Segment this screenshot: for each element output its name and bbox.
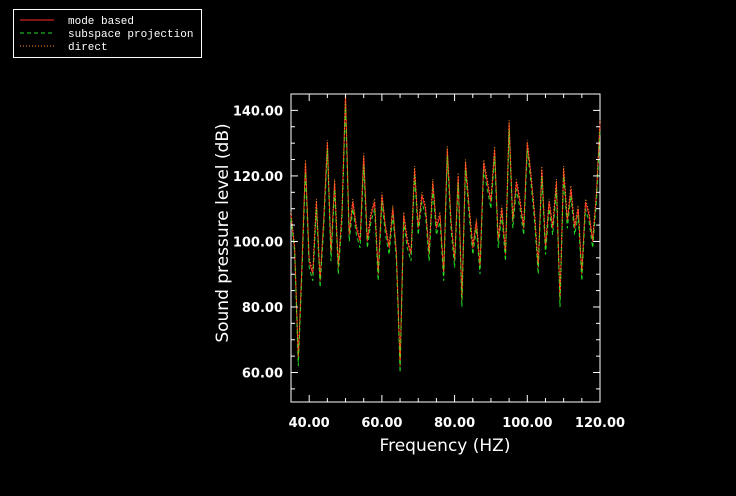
series-line-direct	[290, 97, 601, 360]
y-tick-label: 120.00	[233, 170, 283, 185]
plot-frame	[290, 93, 601, 403]
series-line-subspace-projection	[290, 103, 601, 373]
legend-label-subspace-projection: subspace projection	[68, 29, 193, 41]
x-tick-label: 40.00	[289, 416, 330, 431]
y-tick-label: 140.00	[233, 104, 283, 119]
tick-layer: 40.00 60.00 80.00 100.00 120.00 60.00 80.00 100…	[233, 93, 625, 431]
y-tick-label: 100.00	[233, 235, 283, 250]
legend-label-mode-based: mode based	[68, 16, 134, 28]
series-layer	[290, 93, 601, 373]
x-axis-title: Frequency (HZ)	[380, 436, 511, 456]
x-tick-label: 60.00	[361, 416, 402, 431]
y-axis-title: Sound pressure level (dB)	[213, 123, 233, 342]
legend-label-direct: direct	[68, 42, 108, 54]
x-tick-label: 100.00	[502, 416, 552, 431]
legend: mode based subspace projection direct	[13, 9, 202, 58]
y-tick-label: 60.00	[242, 367, 283, 382]
x-tick-label: 120.00	[575, 416, 625, 431]
x-tick-label: 80.00	[434, 416, 475, 431]
y-tick-label: 80.00	[242, 301, 283, 316]
